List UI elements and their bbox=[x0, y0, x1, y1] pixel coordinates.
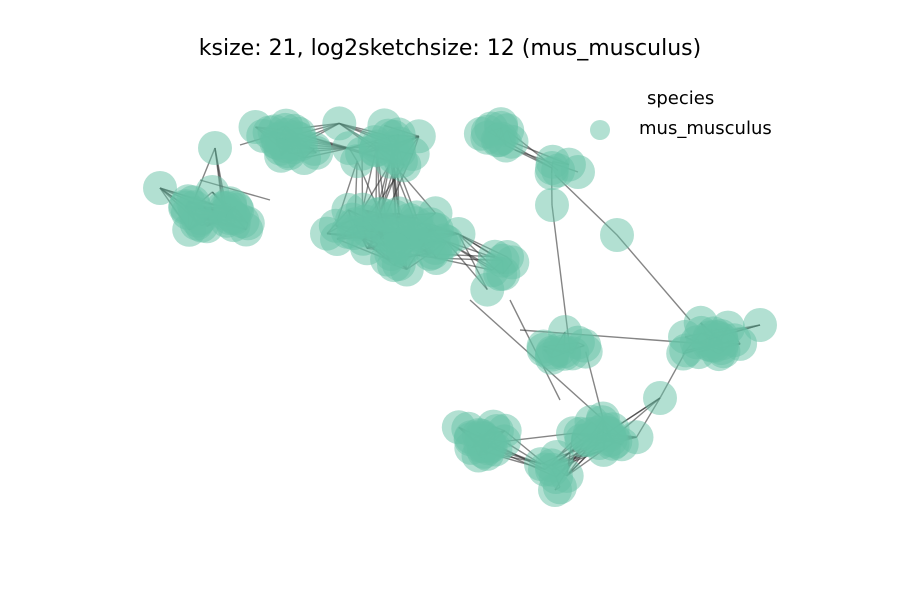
node bbox=[561, 155, 595, 189]
legend-marker-mus-musculus bbox=[590, 120, 610, 140]
node bbox=[494, 124, 529, 159]
node bbox=[419, 241, 454, 275]
node bbox=[143, 171, 177, 205]
node bbox=[535, 188, 569, 222]
node bbox=[711, 310, 745, 345]
node bbox=[475, 253, 510, 288]
legend-title: species bbox=[647, 88, 715, 109]
node bbox=[548, 315, 582, 349]
node bbox=[701, 337, 736, 372]
node bbox=[310, 216, 344, 251]
node bbox=[382, 134, 416, 169]
node bbox=[418, 196, 453, 231]
node bbox=[345, 192, 380, 227]
node bbox=[184, 208, 219, 243]
node bbox=[264, 138, 299, 173]
legend: species mus_musculus bbox=[585, 86, 805, 146]
node-layer bbox=[143, 106, 777, 507]
node bbox=[600, 218, 634, 252]
node bbox=[643, 381, 677, 415]
node bbox=[376, 232, 411, 267]
legend-label-mus-musculus: mus_musculus bbox=[639, 118, 772, 139]
node bbox=[225, 204, 260, 239]
edge bbox=[616, 234, 691, 321]
node bbox=[454, 430, 489, 465]
node bbox=[198, 131, 232, 165]
node bbox=[683, 305, 718, 340]
node bbox=[563, 416, 598, 451]
node bbox=[538, 473, 572, 507]
node bbox=[743, 308, 777, 342]
plot-title: ksize: 21, log2sketchsize: 12 (mus_muscu… bbox=[198, 36, 702, 61]
